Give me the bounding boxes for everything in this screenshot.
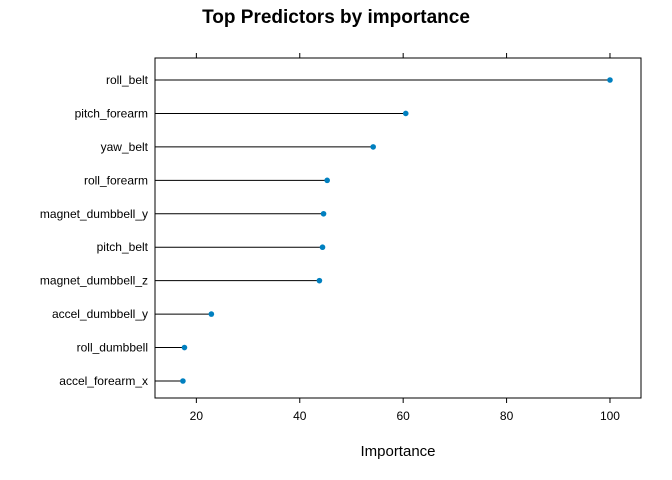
y-category-label: magnet_dumbbell_y [40, 207, 148, 221]
x-axis-tick-labels: 20 40 60 80 100 [190, 409, 621, 423]
y-axis-labels: roll_belt pitch_forearm yaw_belt roll_forea… [40, 73, 149, 388]
y-category-label: roll_belt [106, 73, 149, 87]
data-point [181, 344, 188, 351]
x-tick-label: 80 [500, 409, 514, 423]
data-point [324, 177, 330, 184]
y-category-label: accel_dumbbell_y [52, 307, 148, 321]
x-axis-top-ticks [195, 53, 611, 58]
plot-frame [154, 57, 642, 399]
y-category-label: pitch_forearm [75, 106, 148, 120]
data-point [319, 244, 326, 251]
data-point [316, 277, 323, 284]
y-category-label: accel_forearm_x [59, 374, 148, 388]
data-point [607, 77, 613, 83]
y-category-label: magnet_dumbbell_z [40, 274, 148, 288]
data-point [320, 210, 327, 217]
y-category-label: roll_dumbbell [77, 341, 148, 355]
stems [155, 79, 610, 382]
x-axis-title: Importance [360, 443, 435, 460]
data-point [208, 311, 215, 317]
data-point [370, 144, 376, 150]
x-tick-label: 60 [396, 409, 410, 423]
x-tick-label: 20 [190, 409, 204, 423]
y-category-label: yaw_belt [101, 140, 149, 154]
x-tick-label: 40 [293, 409, 307, 423]
points [180, 77, 613, 384]
x-axis-bottom-ticks [195, 398, 611, 403]
data-point [402, 110, 409, 117]
y-category-label: roll_forearm [84, 173, 148, 187]
y-category-label: pitch_belt [97, 240, 149, 254]
data-point [180, 378, 186, 384]
x-tick-label: 100 [600, 409, 620, 423]
chart-title: Top Predictors by importance [202, 7, 470, 28]
